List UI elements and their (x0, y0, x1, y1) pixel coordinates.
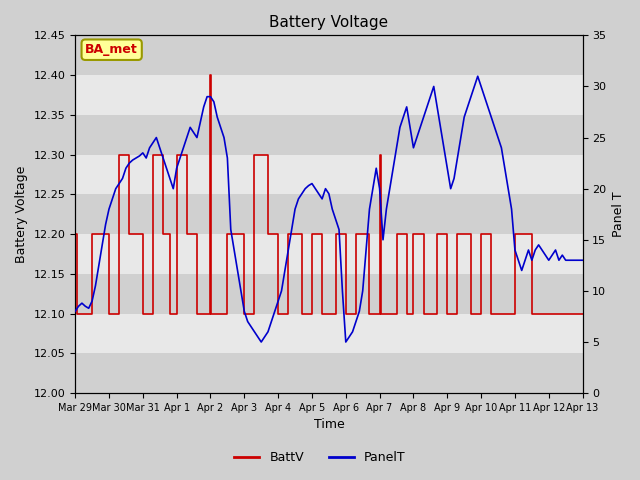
Y-axis label: Battery Voltage: Battery Voltage (15, 166, 28, 263)
Y-axis label: Panel T: Panel T (612, 192, 625, 237)
Bar (75, 353, 582, 393)
Bar (75, 115, 582, 155)
Text: BA_met: BA_met (85, 43, 138, 56)
Bar (75, 36, 582, 75)
Legend: BattV, PanelT: BattV, PanelT (229, 446, 411, 469)
Bar (75, 313, 582, 353)
Bar (75, 75, 582, 115)
Title: Battery Voltage: Battery Voltage (269, 15, 388, 30)
Bar (75, 194, 582, 234)
Bar (75, 274, 582, 313)
Bar (75, 155, 582, 194)
Bar (75, 234, 582, 274)
X-axis label: Time: Time (314, 419, 344, 432)
